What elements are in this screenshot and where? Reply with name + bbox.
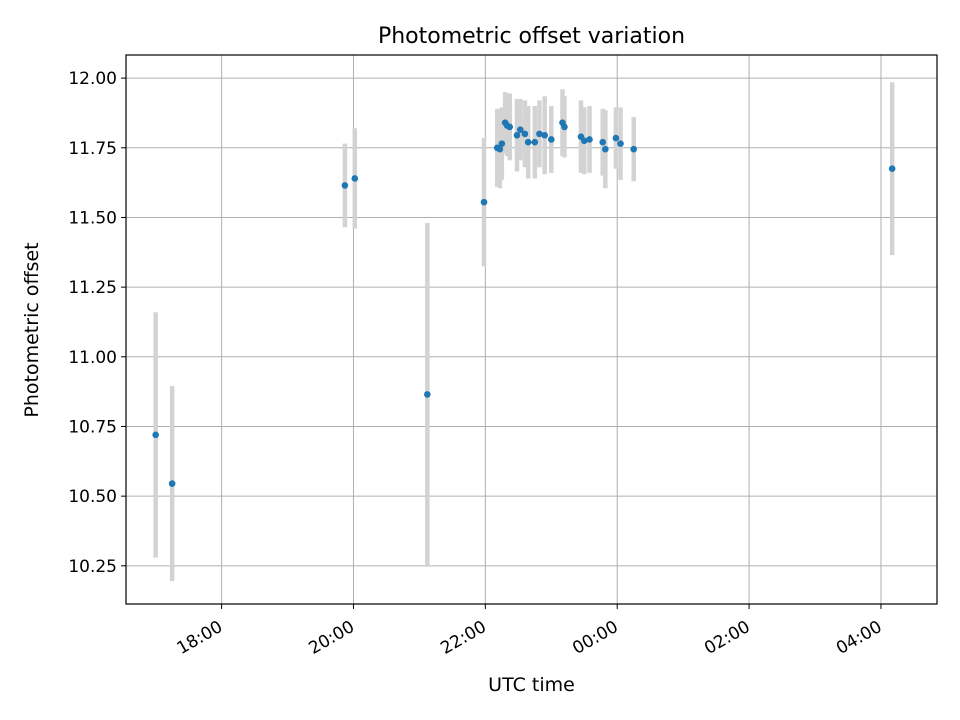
data-point — [617, 140, 624, 147]
data-point — [521, 130, 529, 138]
plot-frame — [125, 54, 938, 605]
y-tick-label: 11.00 — [68, 348, 117, 368]
data-point — [561, 123, 568, 131]
data-point — [480, 198, 488, 206]
chart-title: Photometric offset variation — [378, 24, 685, 49]
data-point — [341, 182, 349, 189]
data-point — [580, 137, 588, 145]
y-tick-label: 11.75 — [68, 139, 117, 159]
y-tick-label: 10.25 — [68, 557, 117, 577]
data-point — [536, 130, 543, 138]
data-point — [506, 123, 514, 131]
data-point — [513, 131, 521, 139]
error-bars — [153, 82, 895, 582]
y-axis-label: Photometric offset — [21, 242, 43, 417]
data-point — [152, 431, 159, 439]
x-tick-label: 02:00 — [701, 617, 753, 659]
x-tick-label: 22:00 — [437, 617, 489, 659]
data-point — [547, 136, 555, 143]
y-tick-label: 10.75 — [68, 417, 117, 437]
data-point — [630, 145, 637, 153]
data-point — [168, 480, 176, 487]
x-axis-ticks: 18:00 20:00 22:00 00:00 02:00 04:00 — [174, 604, 885, 659]
x-tick-label: 18:00 — [174, 617, 226, 659]
data-point — [524, 138, 532, 146]
grid — [126, 55, 937, 604]
y-tick-label: 11.50 — [68, 208, 117, 228]
data-point — [498, 140, 506, 147]
data-point — [496, 145, 504, 153]
x-tick-label: 20:00 — [306, 617, 358, 659]
data-point — [541, 131, 548, 139]
data-point — [602, 145, 609, 153]
y-tick-label: 11.25 — [68, 278, 117, 298]
data-point — [516, 126, 524, 133]
y-tick-label: 10.50 — [68, 487, 117, 507]
data-point — [888, 165, 896, 173]
data-point — [351, 175, 359, 182]
data-point — [424, 391, 431, 398]
data-points — [152, 119, 896, 487]
data-point — [531, 138, 539, 146]
x-tick-label: 04:00 — [833, 617, 885, 659]
x-tick-label: 00:00 — [569, 617, 621, 659]
y-axis-ticks: 10.25 10.50 10.75 11.00 11.25 11.50 11.75 12.00 — [68, 69, 126, 577]
data-point — [612, 134, 620, 142]
data-point — [586, 136, 593, 143]
y-tick-label: 12.00 — [68, 69, 117, 89]
data-point — [599, 138, 607, 146]
x-axis-label: UTC time — [488, 674, 575, 696]
